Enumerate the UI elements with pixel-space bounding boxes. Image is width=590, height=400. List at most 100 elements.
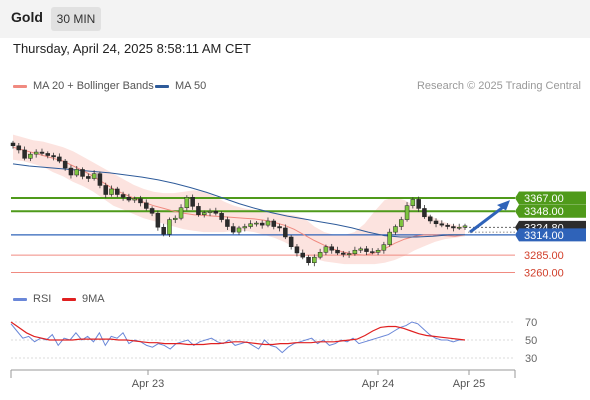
ma20-legend: MA 20 + Bollinger Bands: [13, 80, 154, 92]
candle-down: [427, 216, 433, 222]
candle-down: [219, 213, 224, 220]
candle-up: [387, 231, 392, 245]
candle-up: [173, 217, 178, 220]
projection-arrow-head: [497, 200, 510, 211]
support-tag-1: 3285.00: [524, 250, 564, 262]
candle-down: [16, 145, 22, 151]
candle-up: [167, 219, 172, 235]
candle-up: [242, 226, 248, 229]
candle-up: [132, 198, 137, 201]
candle-down: [288, 236, 294, 247]
candle-down: [149, 208, 155, 214]
candle-up: [28, 153, 33, 159]
candle-up: [462, 225, 468, 228]
ma50-legend: MA 50: [155, 80, 206, 92]
candle-up: [312, 256, 317, 264]
candle-up: [346, 253, 352, 255]
candle-down: [259, 222, 265, 226]
candle-up: [207, 210, 213, 213]
ma50-legend-label: MA 50: [175, 80, 207, 92]
candle-down: [451, 226, 456, 229]
ma9-legend: 9MA: [62, 293, 105, 305]
candle-down: [225, 219, 230, 227]
resistance-tag-2-text: 3348.00: [524, 206, 564, 218]
candle-down: [283, 227, 288, 238]
candle-up: [393, 226, 398, 233]
support-tag-2-text: 3260.00: [524, 268, 564, 280]
candle-down: [341, 252, 346, 255]
rsi-legend: RSI: [13, 293, 51, 305]
candle-down: [196, 206, 201, 215]
candle-up: [236, 227, 242, 233]
candle-up: [248, 223, 253, 227]
candle-up: [375, 249, 381, 253]
pivot-tag-bg: [515, 228, 586, 242]
candle-up: [74, 169, 79, 176]
candle-down: [62, 160, 68, 169]
candle-down: [422, 208, 427, 218]
rsi-swatch: [13, 297, 27, 301]
candle-down: [155, 213, 161, 228]
candle-down: [86, 176, 91, 179]
candle-down: [144, 202, 149, 209]
candle-down: [138, 198, 143, 204]
candle-down: [370, 251, 375, 253]
ma20-legend-label: MA 20 + Bollinger Bands: [33, 80, 154, 92]
candle-up: [201, 212, 207, 215]
candle-up: [91, 173, 97, 179]
candle-up: [184, 197, 190, 208]
ma50-swatch: [155, 84, 169, 88]
instrument-title: Gold: [11, 9, 43, 25]
projection-arrow: [469, 204, 506, 234]
x-tick-label: Apr 25: [453, 378, 485, 390]
candle-down: [51, 155, 56, 158]
rsi-ma9-line: [10, 321, 466, 346]
candle-up: [33, 151, 39, 155]
candle-down: [445, 224, 450, 227]
candle-up: [178, 207, 184, 219]
candle-down: [22, 149, 27, 159]
candle-up: [317, 252, 323, 258]
candle-down: [45, 153, 51, 156]
candle-down: [364, 248, 369, 252]
candle-up: [109, 188, 114, 195]
timeframe-button[interactable]: 30 MIN: [51, 7, 101, 31]
candle-down: [277, 226, 282, 229]
candle-down: [335, 249, 340, 254]
candle-up: [404, 205, 410, 220]
candle-up: [265, 220, 271, 226]
candle-down: [433, 220, 439, 225]
candle-down: [120, 194, 126, 198]
candle-down: [115, 188, 120, 195]
candles: [10, 140, 468, 267]
candle-up: [254, 222, 259, 225]
candle-up: [381, 244, 387, 251]
pivot-tag: 3314.00: [515, 228, 586, 242]
support-tag-2: 3260.00: [524, 268, 564, 280]
support-tag-1-text: 3285.00: [524, 250, 564, 262]
resistance-tag-1-bg: [515, 191, 586, 205]
rsi-tick-30: 30: [525, 353, 537, 365]
candle-down: [57, 156, 62, 162]
candle-down: [439, 223, 445, 226]
candle-down: [329, 246, 334, 251]
candle-down: [300, 252, 305, 258]
rsi-line: [10, 321, 465, 354]
rsi-legend-label: RSI: [33, 293, 52, 305]
candle-up: [410, 199, 416, 206]
credit-label: Research © 2025 Trading Central: [416, 80, 581, 92]
rsi-tick-70: 70: [525, 317, 537, 329]
resistance-tag-1-text: 3367.00: [524, 193, 564, 205]
rsi-tick-50: 50: [525, 335, 537, 347]
candle-down: [271, 220, 277, 227]
candle-down: [97, 173, 103, 186]
candle-up: [352, 249, 358, 254]
resistance-tag-2-bg: [515, 204, 586, 218]
candle-down: [161, 226, 166, 235]
candle-down: [126, 197, 132, 201]
timestamp: Thursday, April 24, 2025 8:58:11 AM CET: [13, 41, 251, 56]
ma9-swatch: [62, 297, 76, 301]
candle-down: [80, 169, 85, 177]
bollinger-band: [13, 134, 465, 265]
